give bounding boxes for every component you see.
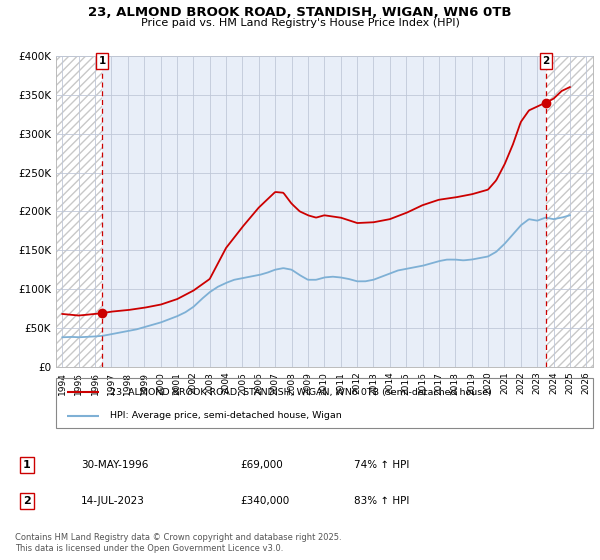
Bar (546, 56, 593, 367)
Text: £340,000: £340,000 (240, 496, 289, 506)
Text: 83% ↑ HPI: 83% ↑ HPI (354, 496, 409, 506)
Text: HPI: Average price, semi-detached house, Wigan: HPI: Average price, semi-detached house,… (110, 411, 341, 421)
Text: 74% ↑ HPI: 74% ↑ HPI (354, 460, 409, 470)
Text: 1: 1 (23, 460, 31, 470)
Text: 23, ALMOND BROOK ROAD, STANDISH, WIGAN, WN6 0TB: 23, ALMOND BROOK ROAD, STANDISH, WIGAN, … (88, 6, 512, 18)
Text: 23, ALMOND BROOK ROAD, STANDISH, WIGAN, WN6 0TB (semi-detached house): 23, ALMOND BROOK ROAD, STANDISH, WIGAN, … (110, 388, 491, 396)
Text: 1: 1 (98, 56, 106, 66)
Text: 2: 2 (23, 496, 31, 506)
Text: Contains HM Land Registry data © Crown copyright and database right 2025.
This d: Contains HM Land Registry data © Crown c… (15, 533, 341, 553)
Text: 14-JUL-2023: 14-JUL-2023 (81, 496, 145, 506)
Text: 30-MAY-1996: 30-MAY-1996 (81, 460, 148, 470)
Text: 2: 2 (542, 56, 550, 66)
Text: Price paid vs. HM Land Registry's House Price Index (HPI): Price paid vs. HM Land Registry's House … (140, 18, 460, 28)
Bar (56, 56, 102, 367)
Text: £69,000: £69,000 (240, 460, 283, 470)
